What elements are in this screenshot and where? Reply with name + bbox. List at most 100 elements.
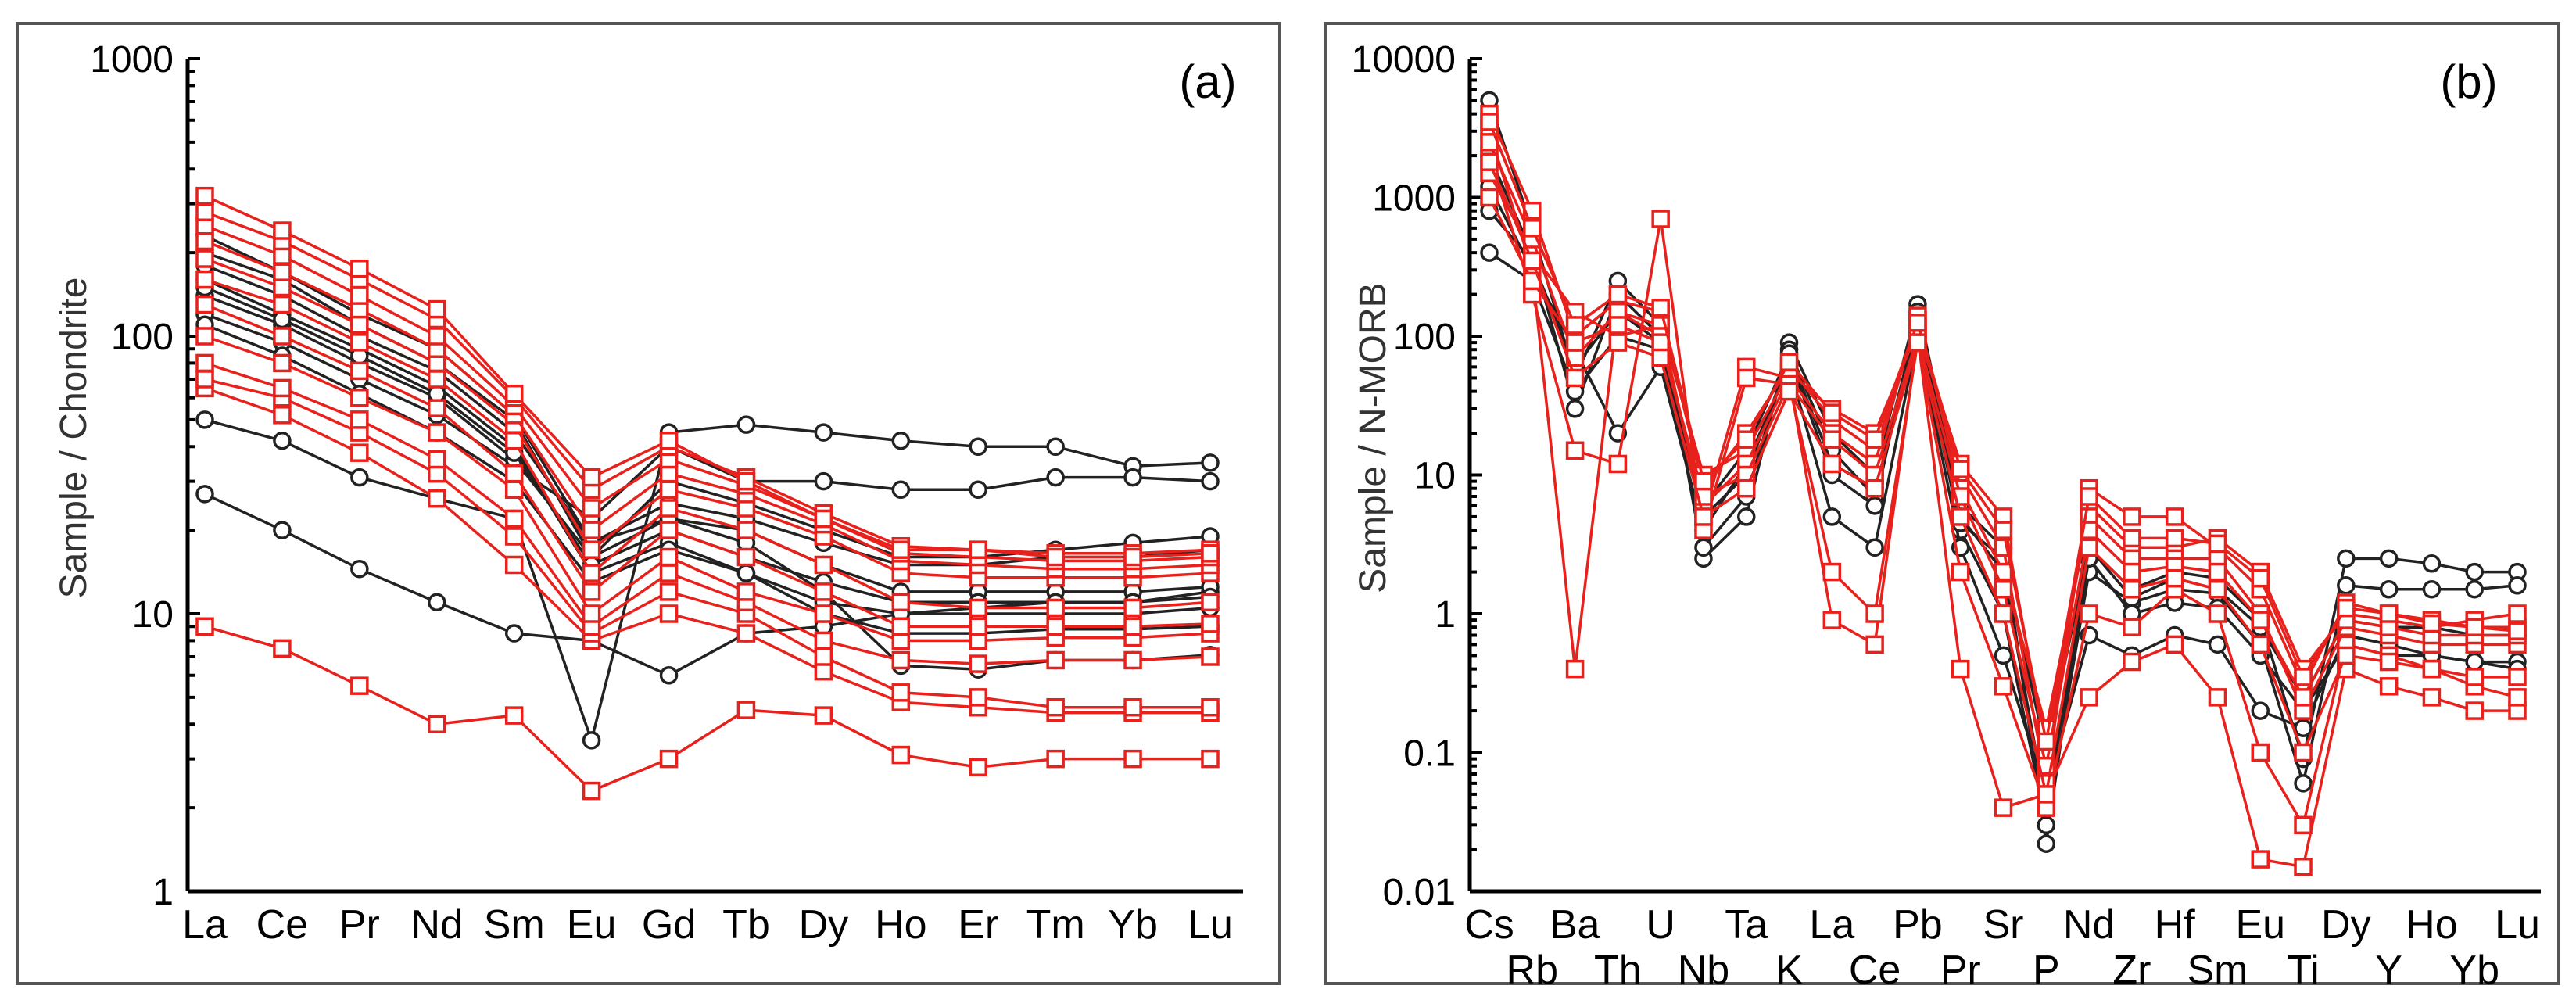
square-marker [969,540,987,559]
square-marker [1951,460,1970,478]
y-tick-label: 1000 [1372,178,1456,220]
x-tick-label: Hf [2155,902,2196,948]
series-line [204,224,1211,563]
y-tick-label: 0.01 [1383,872,1456,913]
square-marker [1123,650,1142,670]
square-marker [1822,403,1842,422]
circle-marker [1694,538,1713,557]
square-marker [1822,454,1842,474]
square-marker [350,389,369,407]
square-marker [350,410,369,429]
square-marker [195,617,214,636]
square-marker [1523,251,1542,271]
x-tick-label: Ce [256,902,308,948]
square-marker [1046,697,1065,717]
red-square-series [195,353,1220,673]
square-marker [891,650,911,670]
square-marker [195,353,214,373]
square-marker [195,231,214,251]
square-marker [1201,697,1220,717]
x-tick-label: Ho [2406,902,2457,948]
circle-marker [273,431,292,450]
series-line [204,418,1211,742]
square-marker [736,701,756,719]
square-marker [1046,598,1065,618]
square-marker [969,654,987,673]
square-marker [2294,688,2313,707]
x-tick-label: Th [1594,948,1642,993]
panel-label: (b) [2440,56,2497,108]
square-marker [273,278,292,297]
square-marker [273,406,292,425]
square-marker [2165,529,2184,548]
circle-marker [2294,719,2313,737]
square-marker [428,489,446,508]
x-tick-label: Eu [2235,902,2285,948]
circle-marker [2251,701,2270,720]
x-tick-label: Ho [875,902,926,948]
y-tick-label: 100 [111,317,174,358]
square-marker [350,333,369,352]
square-marker [2337,646,2356,665]
square-marker [736,624,756,643]
square-marker [273,639,292,658]
circle-marker [1865,496,1884,515]
x-tick-label: Dy [799,902,849,948]
square-marker [273,327,292,346]
square-marker [1046,547,1065,567]
square-marker [2294,743,2313,762]
circle-marker [1201,471,1220,491]
square-marker [1201,544,1220,563]
circle-marker [814,423,833,442]
square-marker [428,327,446,346]
square-marker [195,270,214,289]
square-marker [1651,210,1670,228]
square-marker [814,509,833,529]
square-marker [350,286,369,305]
square-marker [582,604,601,623]
circle-marker [1565,400,1585,418]
square-marker [504,464,524,483]
square-marker [659,547,679,567]
square-marker [2123,529,2141,548]
series-line [204,263,1211,567]
square-marker [1523,219,1542,238]
circle-marker [1123,468,1142,487]
square-marker [1123,617,1142,636]
square-marker [428,715,446,734]
x-tick-label: U [1646,902,1675,948]
x-tick-label: Nd [411,902,463,948]
circle-marker [2465,652,2484,672]
series-line [204,235,1211,593]
square-marker [2465,618,2484,636]
circle-marker [1480,243,1499,262]
y-tick-label: 1 [152,872,174,913]
square-marker [969,758,987,777]
circle-marker [2208,635,2227,654]
square-marker [2208,579,2227,599]
circle-marker [1201,453,1220,472]
series-line [204,278,1211,610]
x-tick-label: Pr [1940,948,1981,993]
x-tick-label: Tm [1026,902,1085,948]
circle-marker [736,415,756,434]
series-line [204,361,1211,665]
square-marker [1480,113,1499,131]
circle-marker [350,468,369,487]
circle-marker [2422,554,2442,573]
circle-marker [969,480,987,500]
square-marker [1046,617,1065,636]
x-tick-label: Nb [1678,948,1729,993]
square-marker [1565,333,1585,352]
circle-marker [1046,437,1065,457]
square-marker [2337,598,2356,618]
circle-marker [2379,549,2399,568]
square-marker [891,683,911,702]
x-tick-label: Cs [1464,902,1514,948]
square-marker [1565,441,1585,460]
circle-marker [2337,549,2356,568]
square-marker [582,582,601,601]
square-marker [2251,743,2270,762]
square-marker [659,521,679,539]
